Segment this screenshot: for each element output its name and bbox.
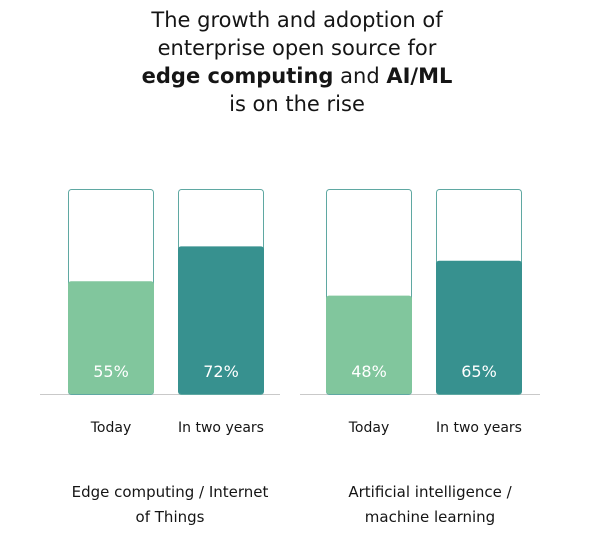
data-label-1-2: 72%	[203, 362, 239, 381]
data-label-1-1: 55%	[93, 362, 129, 381]
chart-title: The growth and adoption of enterprise op…	[0, 6, 594, 118]
title-line-2: enterprise open source for	[157, 36, 437, 60]
title-line-1: The growth and adoption of	[151, 8, 443, 32]
group-label-aiml-line-2: machine learning	[364, 508, 496, 526]
bar-2-2	[436, 260, 522, 394]
group-label-aiml: Artificial intelligence / machine learni…	[300, 480, 560, 530]
title-line-4: is on the rise	[229, 92, 365, 116]
title-emphasis-edge: edge computing	[141, 64, 334, 88]
bar-1-1	[68, 281, 154, 394]
group-label-edge-line-2: of Things	[135, 508, 205, 526]
category-label-1-1: Today	[90, 420, 132, 436]
group-label-edge: Edge computing / Internet of Things	[40, 480, 300, 530]
title-connector: and	[333, 64, 387, 88]
category-label-2-1: Today	[348, 420, 390, 436]
group-label-edge-line-1: Edge computing / Internet	[71, 483, 269, 501]
category-label-2-2: In two years	[436, 420, 522, 436]
bar-2-1	[326, 295, 412, 394]
category-label-1-2: In two years	[178, 420, 264, 436]
title-emphasis-aiml: AI/ML	[386, 64, 453, 88]
group-label-aiml-line-1: Artificial intelligence /	[348, 483, 512, 501]
bar-1-2	[178, 246, 264, 394]
data-label-2-2: 65%	[461, 362, 497, 381]
title-line-3: edge computing and AI/ML	[0, 62, 594, 90]
data-label-2-1: 48%	[351, 362, 387, 381]
